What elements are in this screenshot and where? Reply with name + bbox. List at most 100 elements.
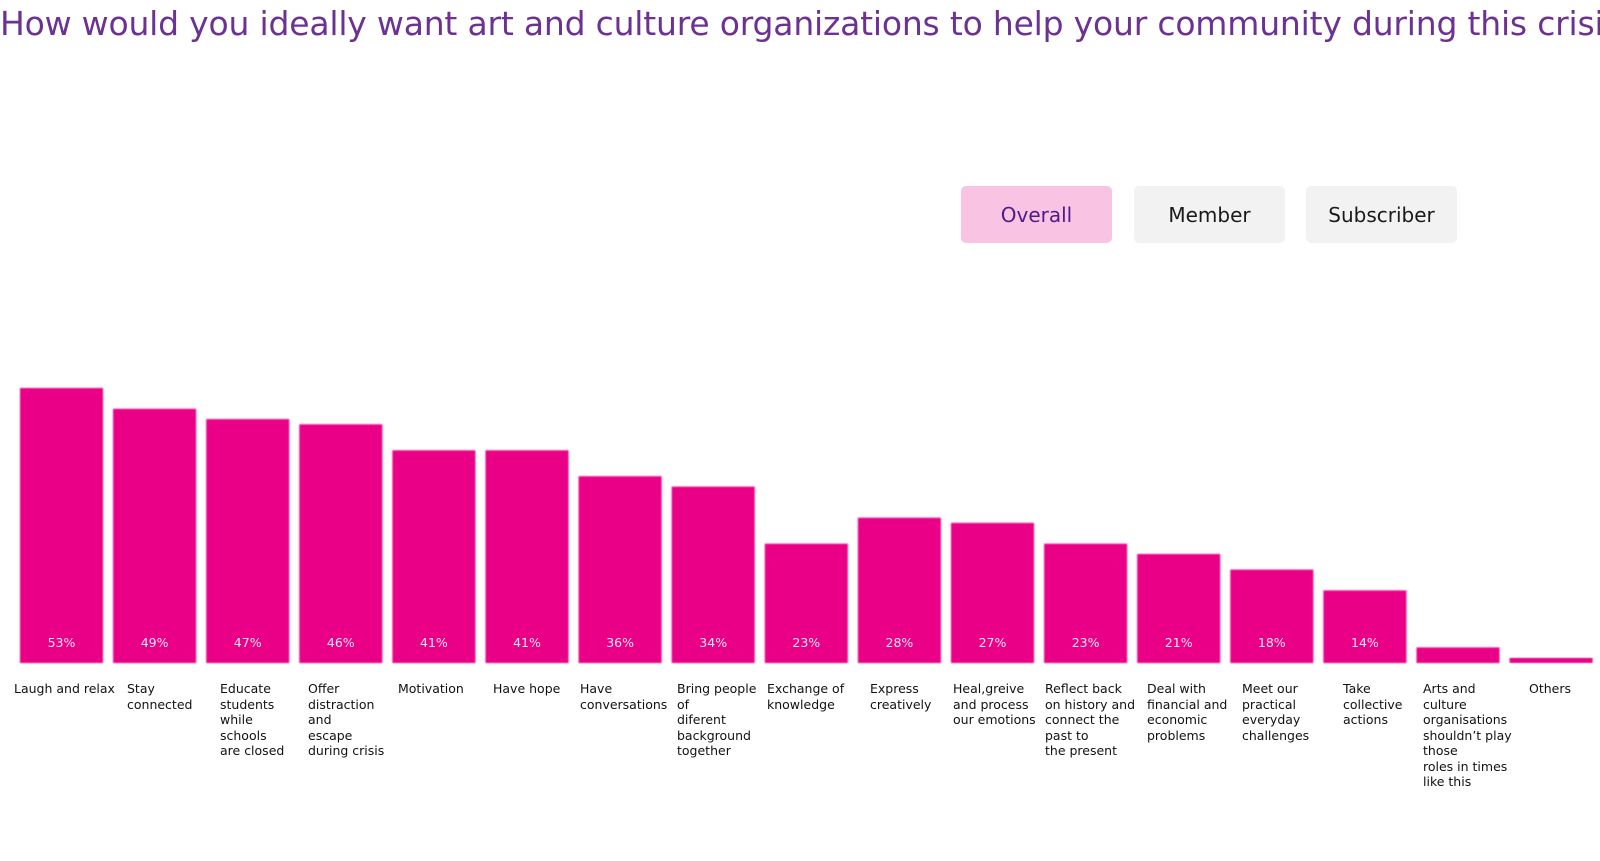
category-label-line: like this: [1423, 774, 1472, 789]
bar-0[interactable]: [20, 388, 103, 663]
category-label-line: Educate: [220, 681, 271, 696]
bar-10[interactable]: [951, 522, 1034, 663]
category-label-line: and process: [953, 696, 1029, 712]
category-label-line: connect the: [1045, 712, 1120, 727]
category-label-line: organisations: [1423, 712, 1508, 727]
bar-6[interactable]: [578, 476, 662, 663]
category-label-line: culture: [1423, 696, 1467, 712]
category-label-line: on history and: [1045, 696, 1136, 712]
bar-value-label-14: 14%: [1351, 635, 1379, 650]
category-label-9: Express creatively: [870, 681, 931, 712]
category-label-line: distraction: [308, 696, 375, 712]
category-label-15: Arts and culture organisations shouldn’t pl…: [1423, 681, 1512, 790]
category-label-1: Stay connected: [127, 681, 192, 712]
bar-12[interactable]: [1137, 554, 1221, 663]
value-labels-group: 53% 49% 47% 46% 41% 41% 36% 34% 23% 28% 27% 23% 21% 1…: [48, 635, 1379, 650]
bar-value-label-1: 49%: [141, 635, 169, 650]
category-label-0: Laugh and relax: [14, 681, 115, 697]
category-label-line: together: [677, 743, 731, 758]
bar-value-label-8: 23%: [792, 635, 820, 650]
category-label-2: Educate students while schools are closed: [220, 681, 284, 759]
bar-9[interactable]: [857, 517, 941, 663]
category-label-line: economic: [1147, 712, 1208, 727]
bar-3[interactable]: [299, 424, 383, 663]
filter-overall-button[interactable]: Overall: [961, 186, 1112, 243]
category-label-line: students: [220, 696, 275, 712]
category-label-line: the present: [1045, 743, 1118, 758]
category-label-line: while: [220, 712, 253, 727]
bar-1[interactable]: [113, 408, 197, 663]
category-label-line: problems: [1147, 727, 1206, 743]
category-label-line: shouldn’t play: [1423, 727, 1512, 743]
bar-value-label-6: 36%: [606, 635, 634, 650]
bar-value-label-7: 34%: [699, 635, 727, 650]
category-label-line: escape: [308, 727, 353, 743]
category-label-7: Bring people of diferent background together: [677, 681, 756, 759]
bars-group: [20, 388, 1593, 663]
category-label-line: conversations: [580, 696, 668, 712]
category-label-line: Exchange of: [767, 681, 845, 696]
category-label-line: roles in times: [1423, 758, 1508, 774]
category-label-line: creatively: [870, 696, 932, 712]
category-label-13: Meet our practical everyday challenges: [1242, 681, 1309, 743]
category-label-line: schools: [220, 727, 267, 743]
category-label-4: Motivation: [398, 681, 464, 697]
page-title: How would you ideally want art and cultu…: [0, 4, 1600, 43]
category-label-16: Others: [1529, 681, 1571, 697]
category-label-line: Have hope: [493, 681, 561, 696]
category-label-line: Take: [1343, 681, 1371, 696]
bar-value-label-9: 28%: [886, 635, 914, 650]
category-label-line: Arts and: [1423, 681, 1476, 696]
category-label-line: Express: [870, 681, 919, 696]
category-label-line: past to: [1045, 727, 1089, 743]
category-label-line: Others: [1529, 681, 1572, 696]
bar-value-label-0: 53%: [48, 635, 76, 650]
category-label-line: Motivation: [398, 681, 464, 696]
bar-value-label-11: 23%: [1072, 635, 1100, 650]
category-label-line: Laugh and relax: [14, 681, 115, 696]
bar-value-label-13: 18%: [1258, 635, 1286, 650]
category-label-3: Offer distraction and escape during crisis: [308, 681, 384, 759]
bar-5[interactable]: [485, 450, 569, 663]
category-label-line: during crisis: [308, 743, 385, 758]
bar-value-label-2: 47%: [234, 635, 262, 650]
bar-value-label-3: 46%: [327, 635, 355, 650]
category-label-line: those: [1423, 743, 1458, 758]
category-label-10: Heal,greive and process our emotions: [953, 681, 1036, 728]
filter-member-button[interactable]: Member: [1134, 186, 1285, 243]
category-label-line: everyday: [1242, 712, 1301, 727]
category-label-12: Deal with financial and economic problems: [1147, 681, 1227, 743]
category-label-line: background: [677, 727, 751, 743]
category-label-line: are closed: [220, 743, 285, 758]
bar-4[interactable]: [392, 450, 476, 663]
category-label-line: of: [677, 696, 690, 712]
category-label-5: Have hope: [493, 681, 560, 697]
category-label-line: our emotions: [953, 712, 1036, 727]
category-label-line: practical: [1242, 696, 1296, 712]
category-label-line: Have: [580, 681, 613, 696]
bar-13[interactable]: [1230, 569, 1314, 663]
category-label-line: Offer: [308, 681, 340, 696]
category-label-line: diferent: [677, 712, 726, 727]
bar-14[interactable]: [1323, 590, 1407, 663]
bar-11[interactable]: [1044, 543, 1128, 663]
bar-15[interactable]: [1416, 647, 1500, 663]
category-label-line: and: [308, 712, 332, 727]
category-label-line: actions: [1343, 712, 1388, 727]
category-label-line: Meet our: [1242, 681, 1298, 696]
bar-7[interactable]: [671, 486, 755, 663]
category-label-14: Take collective actions: [1343, 681, 1403, 728]
category-label-line: Stay: [127, 681, 155, 696]
bar-value-label-12: 21%: [1165, 635, 1193, 650]
filter-subscriber-button[interactable]: Subscriber: [1306, 186, 1457, 243]
bar-value-label-5: 41%: [513, 635, 541, 650]
bar-2[interactable]: [206, 419, 290, 663]
category-label-line: Deal with: [1147, 681, 1206, 696]
bar-8[interactable]: [764, 543, 848, 663]
bar-16[interactable]: [1509, 657, 1593, 663]
category-label-6: Have conversations: [580, 681, 667, 712]
category-label-line: Heal,greive: [953, 681, 1025, 696]
bar-value-label-4: 41%: [420, 635, 448, 650]
bar-value-label-10: 27%: [979, 635, 1007, 650]
category-label-line: collective: [1343, 696, 1403, 712]
